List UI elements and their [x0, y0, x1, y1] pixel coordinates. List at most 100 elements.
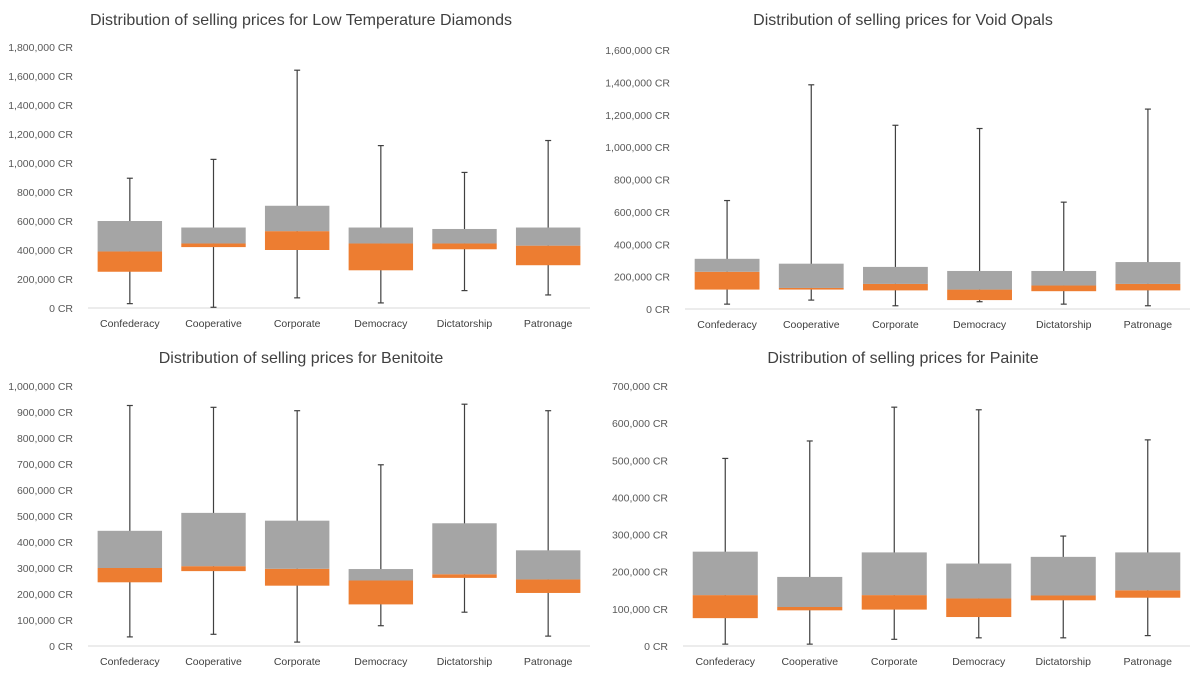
x-category-label: Democracy [354, 318, 408, 330]
box-democracy [348, 464, 414, 627]
box-lower [97, 568, 163, 583]
box-lower [181, 243, 246, 248]
box-lower [1115, 283, 1181, 291]
box-upper [694, 258, 760, 272]
y-tick-label: 700,000 CR [17, 459, 73, 471]
y-tick-label: 200,000 CR [17, 274, 73, 286]
box-dictatorship [1031, 201, 1097, 305]
x-category-label: Patronage [1124, 319, 1173, 331]
y-tick-label: 1,400,000 CR [605, 77, 670, 89]
y-tick-label: 800,000 CR [17, 187, 73, 199]
box-cooperative [778, 84, 844, 301]
box-upper [861, 552, 927, 596]
box-upper [432, 228, 497, 244]
box-lower [432, 243, 497, 250]
chart-title: Distribution of selling prices for Void … [753, 12, 1053, 29]
box-dictatorship [432, 171, 497, 292]
box-upper [264, 520, 330, 569]
y-tick-label: 100,000 CR [612, 604, 668, 616]
box-upper [97, 221, 163, 252]
box-lower [348, 243, 414, 271]
box-lower [861, 595, 927, 610]
y-tick-label: 600,000 CR [612, 418, 668, 430]
y-tick-label: 900,000 CR [17, 407, 73, 419]
x-category-label: Corporate [871, 656, 918, 668]
x-category-label: Confederacy [697, 319, 757, 331]
x-category-label: Corporate [274, 318, 321, 330]
y-tick-label: 200,000 CR [17, 589, 73, 601]
box-corporate [264, 410, 330, 643]
y-tick-label: 0 CR [49, 303, 73, 315]
chart-low-temperature-diamonds: Distribution of selling prices for Low T… [0, 0, 602, 338]
box-dictatorship [432, 403, 497, 613]
y-tick-label: 200,000 CR [614, 272, 670, 284]
x-category-label: Cooperative [185, 656, 242, 668]
box-lower [692, 595, 758, 619]
chart-title: Distribution of selling prices for Benit… [158, 350, 444, 367]
y-tick-label: 400,000 CR [614, 239, 670, 251]
y-tick-label: 1,000,000 CR [8, 381, 73, 393]
box-upper [348, 227, 414, 244]
box-lower [515, 245, 581, 266]
chart-plot: 0 CR 100,000 CR 200,000 CR 300,000 CR 400,00… [612, 381, 1190, 668]
box-upper [181, 512, 246, 567]
box-corporate [264, 69, 330, 299]
box-corporate [863, 124, 928, 307]
box-lower [181, 566, 246, 572]
box-upper [264, 205, 330, 232]
box-upper [1115, 552, 1181, 591]
chart-painite: Distribution of selling prices for Paini… [602, 338, 1204, 677]
box-upper [97, 530, 163, 568]
x-category-label: Democracy [952, 656, 1006, 668]
box-upper [946, 563, 1012, 599]
box-cooperative [181, 158, 246, 308]
box-upper [181, 227, 246, 244]
y-tick-label: 200,000 CR [612, 567, 668, 579]
y-tick-label: 1,000,000 CR [605, 142, 670, 154]
x-category-label: Patronage [524, 656, 573, 668]
x-category-label: Corporate [274, 656, 321, 668]
x-category-label: Dictatorship [1036, 656, 1092, 668]
y-tick-label: 300,000 CR [612, 530, 668, 542]
box-lower [1115, 590, 1181, 598]
chart-title: Distribution of selling prices for Low T… [89, 12, 513, 29]
x-category-label: Dictatorship [437, 318, 493, 330]
x-category-label: Confederacy [100, 656, 160, 668]
y-tick-label: 600,000 CR [17, 485, 73, 497]
box-democracy [947, 127, 1012, 303]
y-tick-label: 300,000 CR [17, 563, 73, 575]
box-patronage [1115, 108, 1181, 307]
y-tick-label: 700,000 CR [612, 381, 668, 393]
y-tick-label: 1,600,000 CR [8, 71, 73, 83]
x-category-label: Dictatorship [1036, 319, 1092, 331]
y-tick-label: 0 CR [644, 641, 668, 653]
box-upper [863, 266, 928, 284]
box-lower [694, 271, 760, 290]
box-confederacy [97, 404, 163, 638]
chart-benitoite: Distribution of selling prices for Benit… [0, 338, 602, 677]
box-lower [264, 568, 330, 586]
y-tick-label: 800,000 CR [614, 175, 670, 187]
y-tick-label: 1,000,000 CR [8, 158, 73, 170]
y-tick-label: 500,000 CR [17, 511, 73, 523]
y-tick-label: 500,000 CR [612, 455, 668, 467]
y-tick-label: 800,000 CR [17, 433, 73, 445]
box-upper [778, 263, 844, 288]
x-category-label: Confederacy [695, 656, 755, 668]
x-category-label: Patronage [1124, 656, 1173, 668]
x-category-label: Cooperative [783, 319, 840, 331]
chart-void-opals: Distribution of selling prices for Void … [602, 0, 1204, 338]
box-dictatorship [1030, 535, 1096, 639]
box-upper [1115, 262, 1181, 284]
box-lower [947, 289, 1012, 301]
box-lower [1030, 595, 1096, 601]
x-category-label: Confederacy [100, 318, 160, 330]
y-tick-label: 1,400,000 CR [8, 100, 73, 112]
chart-plot: 0 CR 100,000 CR 200,000 CR 300,000 CR 400,00… [8, 381, 590, 668]
box-cooperative [181, 406, 246, 635]
box-lower [777, 607, 843, 611]
box-democracy [348, 145, 414, 304]
y-tick-label: 1,200,000 CR [8, 129, 73, 141]
box-upper [777, 576, 843, 607]
y-tick-label: 600,000 CR [17, 216, 73, 228]
